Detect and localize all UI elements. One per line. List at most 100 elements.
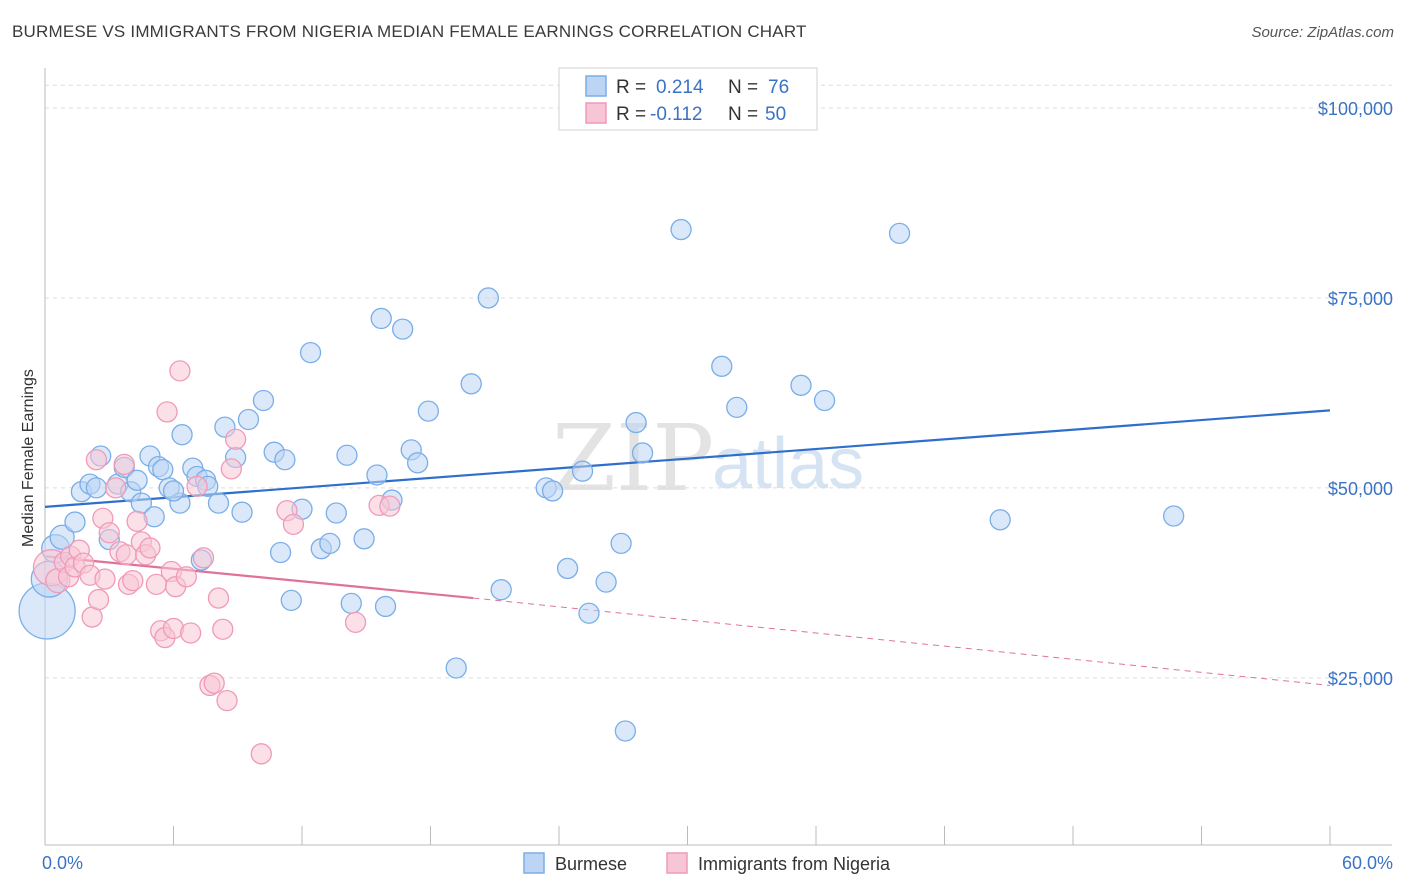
data-point-burmese [366,464,388,486]
trend-line-extension-1 [473,597,1331,686]
data-point-nigeria [98,522,120,544]
data-point-nigeria [282,513,305,536]
data-point-burmese [370,307,392,330]
data-point-nigeria [220,458,242,480]
bottom-legend-swatch-nigeria [666,852,688,874]
trend-line-1 [44,555,474,600]
data-points [18,218,1185,765]
legend-r-value-nigeria: -0.112 [650,104,702,125]
data-point-burmese [726,396,748,419]
data-point-burmese [888,222,911,245]
data-point-nigeria [216,689,238,712]
data-point-burmese [595,571,617,593]
data-point-burmese [299,341,322,364]
data-point-burmese [406,452,429,474]
legend-n-label-nigeria: N = [728,104,758,125]
legend-r-value-burmese: 0.214 [656,77,704,98]
y-tick-label: $100,000 [1318,99,1393,119]
chart-title: BURMESE VS IMMIGRANTS FROM NIGERIA MEDIA… [12,22,807,41]
data-point-burmese [85,477,108,499]
data-point-nigeria [192,547,215,569]
data-point-burmese [578,602,600,624]
data-point-nigeria [250,743,272,765]
data-point-nigeria [139,537,161,559]
data-point-burmese [237,408,260,431]
data-point-burmese [460,373,482,395]
data-point-burmese [445,657,467,679]
data-point-burmese [614,720,637,742]
data-point-nigeria [126,510,148,532]
data-point-burmese [374,595,397,618]
data-point-nigeria [113,453,135,475]
data-point-nigeria [179,622,202,644]
data-point-burmese [490,579,512,601]
data-point-burmese [64,511,86,533]
data-point-burmese [252,389,275,412]
data-point-burmese [541,480,564,502]
data-point-burmese [274,449,296,471]
data-point-burmese [790,374,812,396]
data-point-nigeria [224,428,247,450]
stats-legend: R = 0.214 N = 76 R = -0.112 N = 50 [558,67,818,131]
data-point-burmese [353,528,375,550]
data-point-burmese [477,287,499,309]
bottom-legend-label-nigeria: Immigrants from Nigeria [698,854,891,874]
data-point-burmese [152,459,174,481]
grid-lines [45,84,1392,679]
x-tick-label-max: 60.0% [1342,853,1393,873]
y-tick-label: $50,000 [1328,479,1393,499]
legend-n-label-burmese: N = [728,77,758,98]
data-point-nigeria [203,672,225,694]
data-point-burmese [126,469,148,491]
x-tick-label-min: 0.0% [42,853,83,873]
data-point-burmese [340,592,362,615]
data-point-nigeria [85,449,108,471]
chart-source: Source: ZipAtlas.com [1251,24,1394,41]
axis-labels: $25,000 $50,000 $75,000 $100,000 0.0% 60.0% [42,99,1393,873]
data-point-burmese [1163,505,1185,527]
trend-line-0 [44,409,1331,508]
data-point-burmese [49,524,75,550]
data-point-burmese [269,541,292,564]
trend-lines [44,409,1331,686]
data-point-nigeria [169,360,191,382]
data-point-nigeria [94,568,116,590]
legend-r-label-nigeria: R = [616,104,646,125]
data-point-nigeria [87,588,110,611]
data-point-nigeria [186,475,208,498]
data-point-nigeria [344,611,367,634]
data-point-burmese [631,442,654,464]
data-point-nigeria [175,566,198,588]
watermark-atlas: atlas [712,424,864,504]
y-tick-label: $75,000 [1328,289,1393,309]
data-point-nigeria [105,477,127,499]
data-point-nigeria [212,618,234,640]
data-point-burmese [392,318,414,340]
data-point-burmese [319,532,341,555]
data-point-burmese [162,480,185,502]
legend-n-value-nigeria: 50 [765,104,786,125]
watermark: ZIP atlas [552,405,864,512]
data-point-burmese [813,389,836,412]
data-point-burmese [231,501,253,523]
data-point-burmese [670,218,692,241]
data-point-burmese [610,532,632,555]
legend-n-value-burmese: 76 [768,77,789,98]
axes [44,68,1392,846]
bottom-legend-label-burmese: Burmese [555,854,627,874]
data-point-burmese [556,557,579,580]
data-point-burmese [625,411,647,434]
legend-swatch-burmese [585,75,607,97]
y-tick-label: $25,000 [1328,669,1393,689]
data-point-burmese [571,460,594,482]
y-axis-label: Median Female Earnings [20,369,37,547]
data-point-burmese [207,492,230,514]
data-point-burmese [280,589,302,611]
bottom-legend-swatch-burmese [523,852,545,874]
data-point-burmese [989,509,1011,531]
data-point-burmese [325,502,347,524]
data-point-burmese [711,355,733,377]
data-point-nigeria [207,587,230,609]
data-point-nigeria [156,401,178,423]
